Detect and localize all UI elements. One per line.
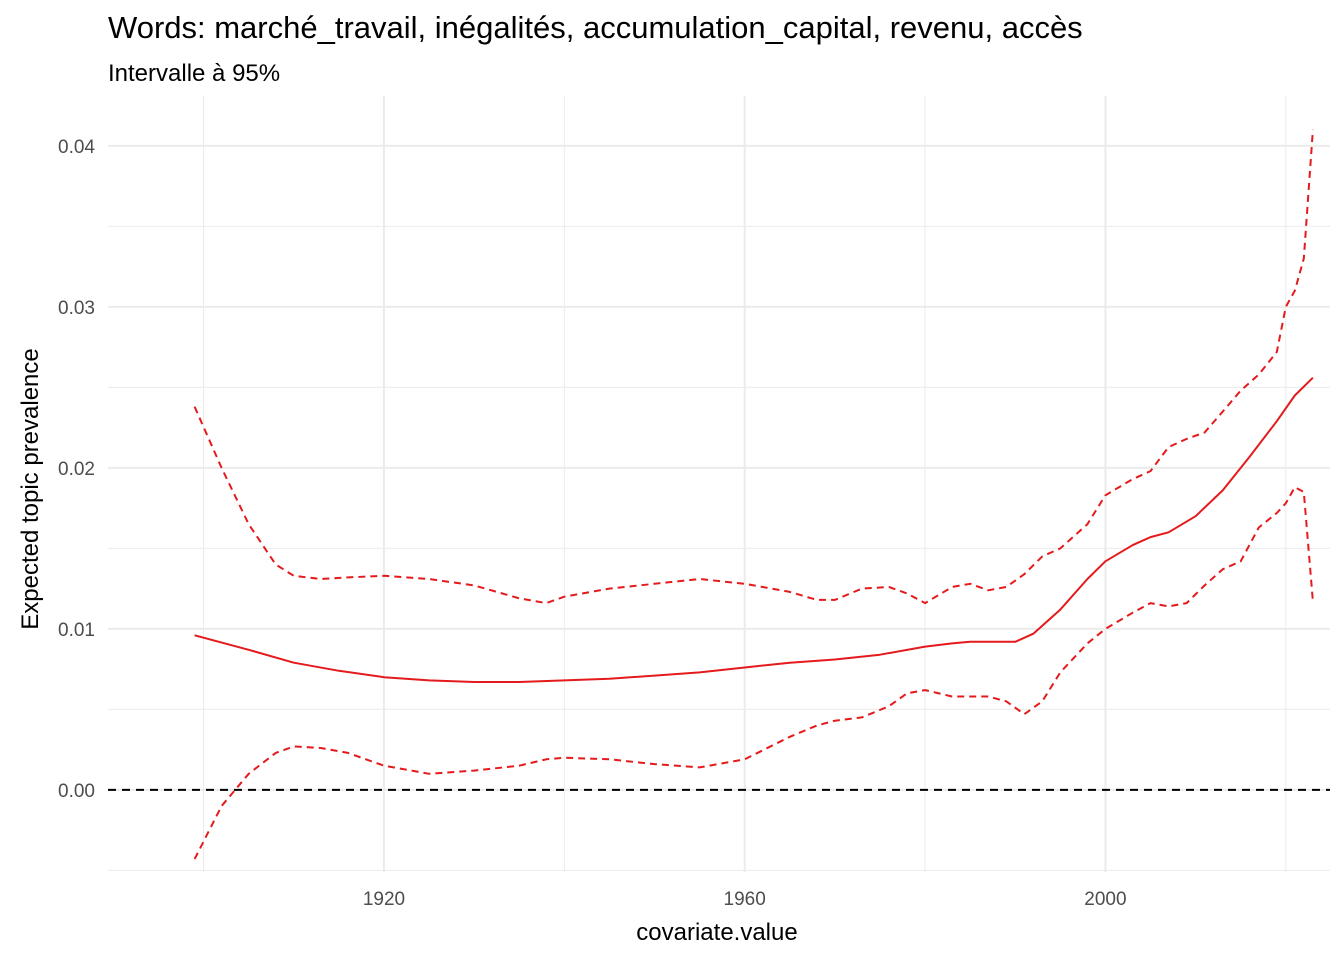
estimate-line — [194, 376, 1314, 683]
y-axis-title: Expected topic prevalence — [17, 348, 44, 630]
y-tick-label: 0.00 — [58, 781, 95, 802]
x-axis-title: covariate.value — [636, 919, 797, 946]
chart-subtitle: Intervalle à 95% — [108, 60, 281, 87]
series-layer — [193, 129, 1314, 860]
x-tick-label: 1960 — [724, 889, 766, 910]
x-axis-ticks: 1920 1960 2000 — [363, 889, 1127, 910]
y-tick-label: 0.03 — [58, 298, 95, 319]
y-tick-label: 0.01 — [58, 620, 95, 641]
y-axis-ticks: 0.00 0.01 0.02 0.03 0.04 — [58, 137, 95, 802]
x-tick-label: 2000 — [1084, 889, 1126, 910]
y-tick-label: 0.04 — [58, 137, 95, 158]
lower-line — [193, 486, 1314, 860]
chart-title: Words: marché_travail, inégalités, accum… — [108, 10, 1083, 45]
x-tick-label: 1920 — [363, 889, 405, 910]
upper-line — [193, 129, 1314, 605]
grid-layer — [108, 96, 1330, 872]
y-tick-label: 0.02 — [58, 459, 95, 480]
